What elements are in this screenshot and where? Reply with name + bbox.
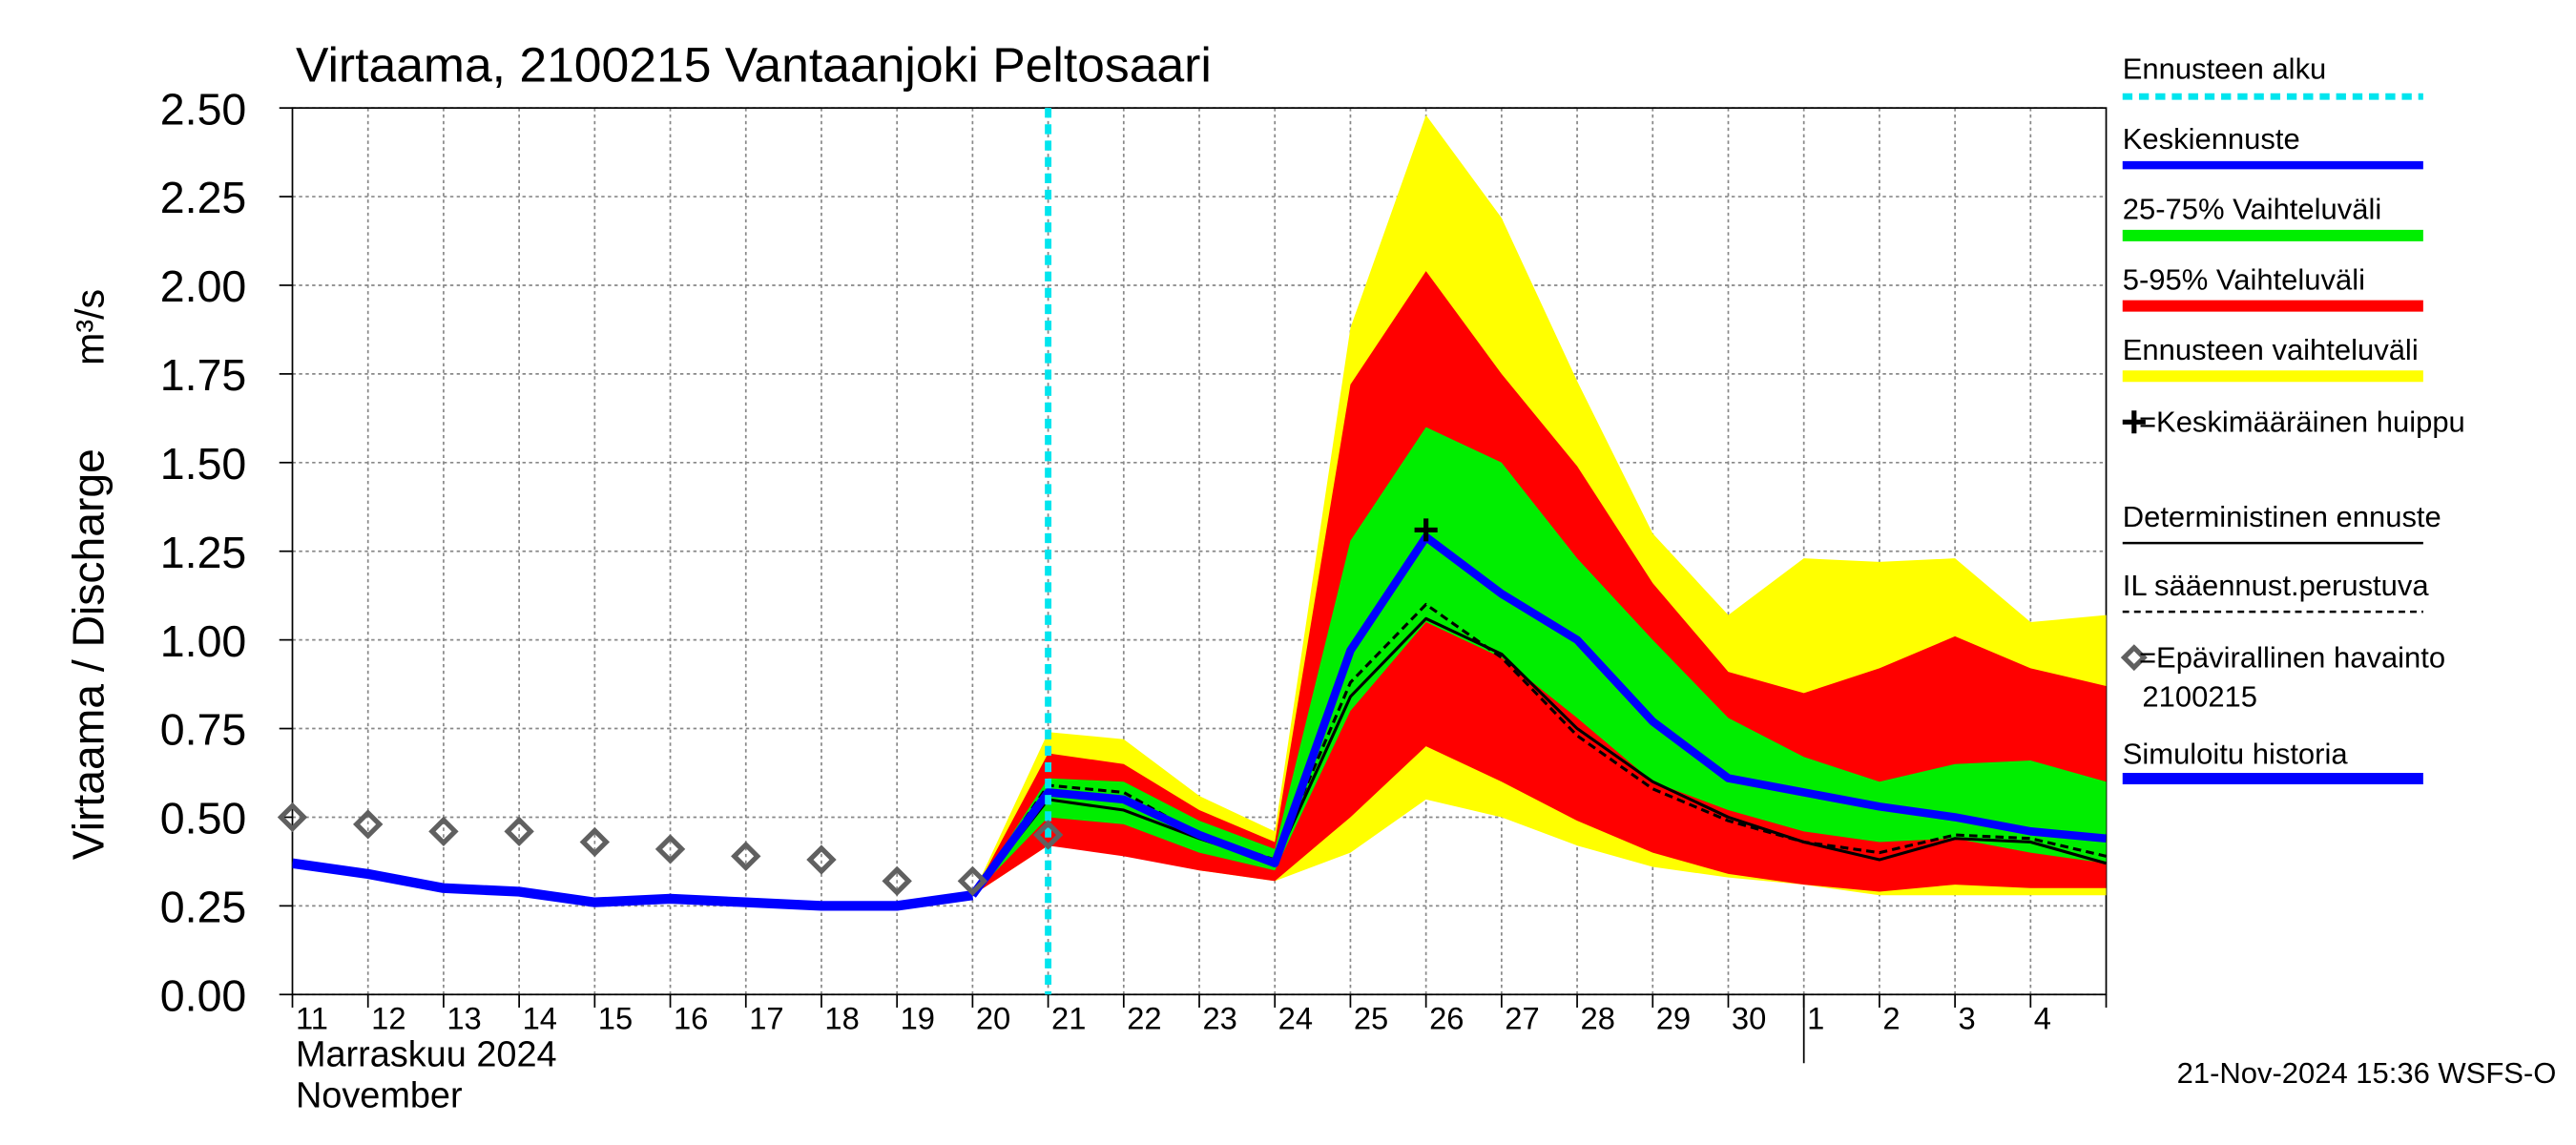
x-tick-label: 2 — [1882, 1000, 1900, 1035]
y-tick-label: 2.00 — [160, 261, 246, 311]
chart-title: Virtaama, 2100215 Vantaanjoki Peltosaari — [296, 37, 1212, 93]
x-tick-label: 19 — [901, 1000, 935, 1035]
x-tick-label: 22 — [1127, 1000, 1161, 1035]
observation-marker — [806, 844, 837, 875]
legend-label: 5-95% Vaihteluväli — [2123, 262, 2365, 296]
x-tick-label: 14 — [523, 1000, 557, 1035]
y-tick-label: 1.25 — [160, 528, 246, 577]
observation-marker — [654, 834, 686, 864]
legend-label: Ennusteen alku — [2123, 52, 2327, 85]
x-tick-label: 17 — [749, 1000, 783, 1035]
x-tick-label: 26 — [1429, 1000, 1464, 1035]
observation-marker — [428, 816, 459, 846]
observation-marker — [579, 826, 611, 858]
y-tick-label: 2.25 — [160, 173, 246, 222]
y-tick-label: 0.50 — [160, 794, 246, 843]
legend-label: IL sääennust.perustuva — [2123, 569, 2430, 602]
x-tick-label: 15 — [598, 1000, 633, 1035]
x-tick-label: 13 — [447, 1000, 481, 1035]
y-axis-unit: m³/s — [68, 289, 112, 365]
plot-frame — [291, 107, 2108, 996]
x-tick-label: 16 — [674, 1000, 708, 1035]
y-axis-label: Virtaama / Discharge — [63, 448, 113, 860]
x-tick-label: 24 — [1278, 1000, 1313, 1035]
plot-area: 0.00 0.25 0.50 0.75 1.00 1.25 1.50 1.75 2.00 2.25… — [160, 84, 2108, 1035]
observation-marker — [731, 841, 761, 871]
y-tick-label: 0.00 — [160, 971, 246, 1021]
footer: 21-Nov-2024 15:36 WSFS-O — [2177, 1056, 2557, 1090]
x-tick-label: 11 — [296, 1000, 328, 1035]
x-tick-label: 27 — [1505, 1000, 1539, 1035]
legend-label: 25-75% Vaihteluväli — [2123, 193, 2381, 226]
x-tick-label: 28 — [1581, 1000, 1615, 1035]
x-tick-label: 21 — [1051, 1000, 1086, 1035]
series-line — [971, 616, 2107, 897]
observation-marker — [882, 865, 912, 896]
band-area — [972, 427, 2107, 896]
series-line — [968, 532, 2107, 898]
y-tick-label: 1.50 — [160, 439, 246, 489]
legend-swatch — [2120, 644, 2148, 672]
observation-marker — [353, 809, 384, 840]
x-tick-label: 3 — [1959, 1000, 1976, 1035]
legend-label: =Keskimääräinen huippu — [2139, 406, 2465, 439]
series-line — [292, 858, 974, 911]
legend: Ennusteen alku Keskiennuste 25-75% Vaihtel… — [2120, 52, 2465, 784]
x-tick-label: 4 — [2034, 1000, 2051, 1035]
data — [292, 114, 2107, 911]
x-axis-label: November — [296, 1076, 463, 1116]
legend-label: Simuloitu historia — [2123, 738, 2349, 771]
legend-swatch — [2122, 410, 2146, 434]
x-tick-label: 18 — [824, 1000, 859, 1035]
peak-marker — [1414, 518, 1438, 542]
legend-label: =Epävirallinen havainto — [2139, 640, 2445, 674]
observation-marker — [504, 816, 534, 846]
observation-marker — [277, 802, 308, 833]
observation-marker — [1032, 820, 1064, 850]
legend-label: Keskiennuste — [2123, 122, 2300, 156]
x-tick-label: 25 — [1354, 1000, 1388, 1035]
legend-label: Deterministinen ennuste — [2123, 500, 2441, 533]
x-tick-label: 29 — [1656, 1000, 1691, 1035]
y-tick-label: 1.75 — [160, 350, 246, 400]
x-tick-label: 23 — [1202, 1000, 1236, 1035]
x-tick-label: 12 — [371, 1000, 405, 1035]
x-axis-label: Marraskuu 2024 — [296, 1035, 557, 1075]
legend-label: 2100215 — [2142, 680, 2257, 714]
y-tick-label: 0.25 — [160, 883, 246, 932]
observation-marker — [957, 865, 988, 896]
x-tick-label: 30 — [1732, 1000, 1766, 1035]
x-tick-label: 20 — [976, 1000, 1010, 1035]
y-tick-label: 2.50 — [160, 84, 246, 134]
y-tick-label: 1.00 — [160, 616, 246, 666]
legend-label: Ennusteen vaihteluväli — [2123, 333, 2419, 366]
x-tick-label: 1 — [1807, 1000, 1824, 1035]
y-tick-label: 0.75 — [160, 705, 246, 755]
